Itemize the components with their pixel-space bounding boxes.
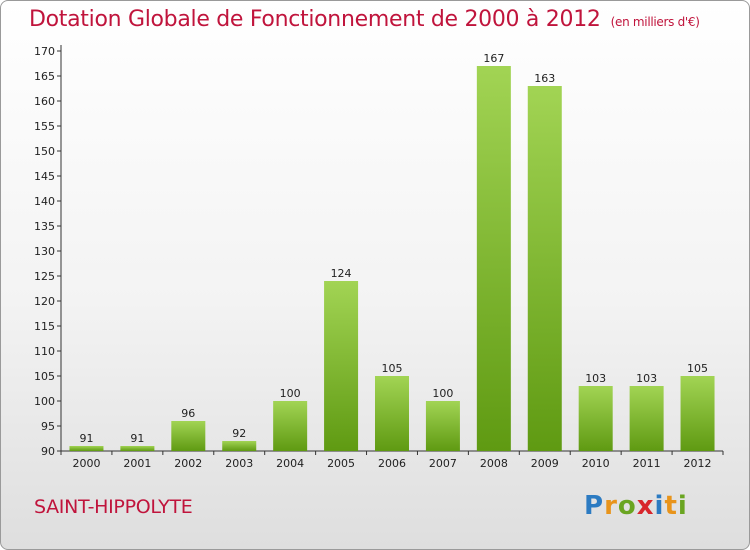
y-tick-label: 125 xyxy=(34,270,55,283)
x-tick-label: 2000 xyxy=(72,457,100,470)
y-tick-label: 145 xyxy=(34,170,55,183)
bar-value-label: 91 xyxy=(130,432,144,445)
bar-value-label: 103 xyxy=(585,372,606,385)
bar xyxy=(629,386,664,451)
bar-value-label: 167 xyxy=(483,52,504,65)
commune-name: SAINT-HIPPOLYTE xyxy=(34,496,193,518)
x-tick-label: 2008 xyxy=(480,457,508,470)
bar-value-label: 91 xyxy=(79,432,93,445)
x-tick-label: 2002 xyxy=(174,457,202,470)
y-tick-label: 120 xyxy=(34,295,55,308)
x-tick-label: 2001 xyxy=(123,457,151,470)
bar xyxy=(324,281,359,451)
chart-title: Dotation Globale de Fonctionnement de 20… xyxy=(29,7,700,32)
x-tick-label: 2010 xyxy=(582,457,610,470)
bar-value-label: 105 xyxy=(687,362,708,375)
bar xyxy=(171,421,206,451)
x-tick-label: 2004 xyxy=(276,457,304,470)
x-tick-label: 2006 xyxy=(378,457,406,470)
bar xyxy=(120,446,155,451)
bar xyxy=(425,401,460,451)
bar-value-label: 163 xyxy=(534,72,555,85)
x-tick-label: 2009 xyxy=(531,457,559,470)
bar-value-label: 96 xyxy=(181,407,195,420)
bar-value-label: 105 xyxy=(382,362,403,375)
bar-value-label: 92 xyxy=(232,427,246,440)
x-tick-label: 2012 xyxy=(684,457,712,470)
y-tick-label: 165 xyxy=(34,70,55,83)
y-tick-label: 130 xyxy=(34,245,55,258)
chart-unit: (en milliers d'€) xyxy=(610,15,700,29)
bar xyxy=(578,386,613,451)
bar-value-label: 103 xyxy=(636,372,657,385)
bar xyxy=(69,446,104,451)
bar xyxy=(273,401,308,451)
x-tick-label: 2007 xyxy=(429,457,457,470)
y-tick-label: 115 xyxy=(34,320,55,333)
y-tick-label: 100 xyxy=(34,395,55,408)
y-tick-label: 95 xyxy=(41,420,55,433)
y-tick-label: 150 xyxy=(34,145,55,158)
proxiti-logo: Proxiti xyxy=(584,491,688,521)
bar-value-label: 100 xyxy=(280,387,301,400)
y-tick-label: 105 xyxy=(34,370,55,383)
y-tick-label: 135 xyxy=(34,220,55,233)
y-tick-label: 110 xyxy=(34,345,55,358)
bar xyxy=(476,66,511,451)
x-tick-label: 2005 xyxy=(327,457,355,470)
bar xyxy=(680,376,715,451)
y-tick-label: 160 xyxy=(34,95,55,108)
y-tick-label: 90 xyxy=(41,445,55,458)
bar xyxy=(375,376,409,451)
y-tick-label: 170 xyxy=(34,45,55,58)
bar xyxy=(527,86,562,451)
y-tick-label: 140 xyxy=(34,195,55,208)
y-tick-label: 155 xyxy=(34,120,55,133)
x-tick-label: 2011 xyxy=(633,457,661,470)
x-tick-label: 2003 xyxy=(225,457,253,470)
bar-value-label: 100 xyxy=(432,387,453,400)
chart-title-text: Dotation Globale de Fonctionnement de 20… xyxy=(29,7,601,32)
bar xyxy=(222,441,257,451)
bar-value-label: 124 xyxy=(331,267,352,280)
